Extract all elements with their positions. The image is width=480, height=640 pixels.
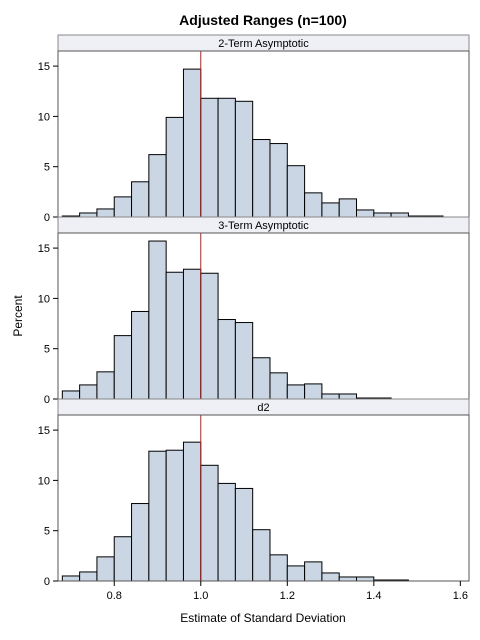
histogram-bar <box>165 116 184 218</box>
histogram-bar <box>234 100 254 218</box>
histogram-bar <box>113 335 133 400</box>
histogram-bar <box>252 357 271 400</box>
histogram-bar <box>252 139 271 218</box>
histogram-bar <box>269 554 288 582</box>
histogram-bar <box>356 209 375 218</box>
x-tick-label: 1.4 <box>366 590 381 602</box>
histogram-bar <box>61 390 81 400</box>
histogram-bar <box>182 68 202 218</box>
histogram-bar <box>96 556 115 582</box>
y-tick-label: 5 <box>44 344 50 356</box>
histogram-bar <box>338 576 358 582</box>
histogram-bar <box>217 482 236 582</box>
histogram-bar <box>234 487 254 582</box>
histogram-bar <box>356 576 375 582</box>
histogram-bar <box>321 202 340 218</box>
chart-title: Adjusted Ranges (n=100) <box>179 12 347 28</box>
panel-strip-label: 3-Term Asymptotic <box>218 220 309 232</box>
y-axis-label: Percent <box>11 295 25 337</box>
histogram-bar <box>131 503 150 582</box>
x-tick-label: 1.2 <box>280 590 295 602</box>
histogram-bar <box>338 198 358 218</box>
histogram-bar <box>200 272 219 400</box>
x-tick-label: 1.0 <box>193 590 208 602</box>
histogram-bar <box>113 196 133 218</box>
panel-2: 3-Term Asymptotic 0 5 10 15 <box>38 216 470 406</box>
histogram-bar <box>200 97 219 218</box>
histogram-bar <box>390 212 409 218</box>
x-tick-label: 1.6 <box>453 590 468 602</box>
y-tick-label: 10 <box>38 111 50 123</box>
histogram-bar <box>269 143 288 218</box>
histogram-bar <box>252 529 271 582</box>
histogram-bar <box>304 383 323 400</box>
x-axis: 0.8 1.0 1.2 1.4 1.6 <box>107 581 468 602</box>
histogram-bar <box>373 212 392 218</box>
histogram-bar <box>148 240 167 400</box>
histogram-bar <box>79 571 98 582</box>
histogram-bar <box>217 97 236 218</box>
histogram-bar <box>217 319 236 400</box>
histogram-bar <box>131 310 150 400</box>
histogram-bar <box>321 572 340 582</box>
histogram-bar <box>131 181 150 218</box>
histogram-bar <box>234 322 254 400</box>
y-tick-label: 0 <box>44 576 50 588</box>
histogram-bar <box>113 536 133 582</box>
panel-3: d2 0 5 10 15 <box>38 398 470 588</box>
histogram-bar <box>304 192 323 218</box>
histogram-bar <box>269 372 288 400</box>
histogram-bar <box>96 371 115 400</box>
y-tick-label: 10 <box>38 293 50 305</box>
histogram-bar <box>200 464 219 582</box>
histogram-bar <box>165 449 184 582</box>
x-tick-label: 0.8 <box>107 590 122 602</box>
panel-frame <box>57 414 470 582</box>
panel-strip-label: 2-Term Asymptotic <box>218 38 309 50</box>
y-tick-label: 15 <box>38 425 50 437</box>
histogram-bar <box>286 384 306 400</box>
histogram-bar <box>304 561 323 582</box>
y-tick-label: 0 <box>44 394 50 406</box>
histogram-bar <box>61 575 81 582</box>
histogram-bar <box>79 384 98 400</box>
y-tick-label: 15 <box>38 243 50 255</box>
histogram-bar <box>96 208 115 218</box>
panel-1: 2-Term Asymptotic 0 5 10 15 <box>38 34 470 224</box>
x-axis-label: Estimate of Standard Deviation <box>180 611 345 625</box>
y-tick-label: 5 <box>44 162 50 174</box>
y-tick-label: 15 <box>38 61 50 73</box>
histogram-bar <box>182 268 202 400</box>
histogram-bar <box>79 212 98 218</box>
y-tick-label: 10 <box>38 475 50 487</box>
histogram-bar <box>338 393 358 400</box>
histogram-bar <box>165 271 184 400</box>
histogram-bar <box>182 441 202 582</box>
histogram-bar <box>148 154 167 218</box>
histogram-bar <box>148 450 167 582</box>
y-tick-label: 5 <box>44 526 50 538</box>
y-tick-label: 0 <box>44 212 50 224</box>
histogram-bar <box>286 165 306 218</box>
histogram-bar <box>286 565 306 582</box>
histogram-bar <box>321 393 340 400</box>
panel-strip-label: d2 <box>257 402 269 414</box>
